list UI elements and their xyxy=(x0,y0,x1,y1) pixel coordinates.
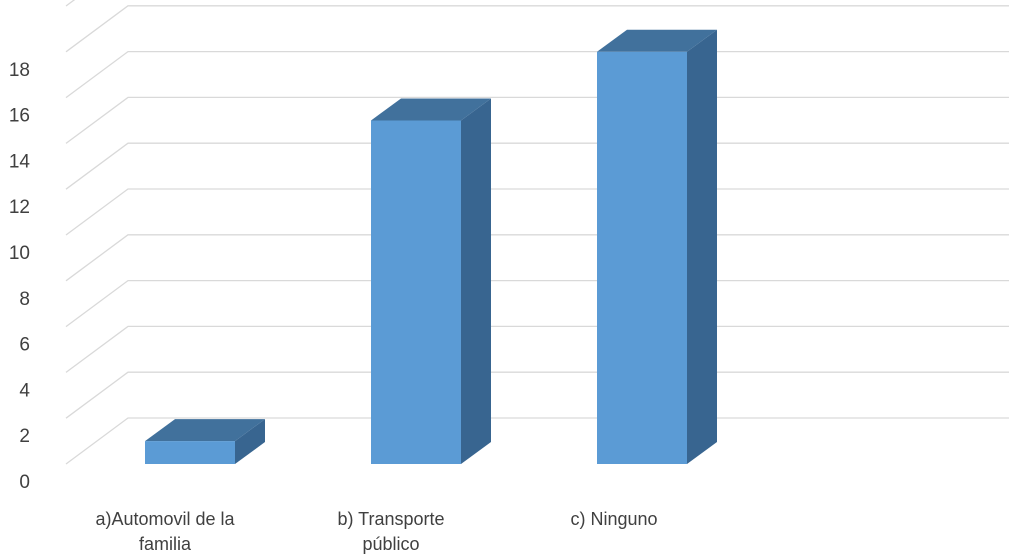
y-tick-label: 10 xyxy=(9,243,30,264)
gridline xyxy=(65,325,1009,373)
grid-layer xyxy=(65,0,1009,465)
y-tick-label: 8 xyxy=(19,289,30,310)
bar xyxy=(371,120,461,464)
bar xyxy=(145,441,235,464)
gridline xyxy=(65,279,1009,328)
y-tick-label: 0 xyxy=(19,472,30,493)
y-tick-label: 18 xyxy=(9,60,30,81)
gridline xyxy=(65,50,1009,99)
x-category-label: b) Transporte público xyxy=(337,509,444,554)
x-category-label: c) Ninguno xyxy=(570,509,657,529)
bar-top-face xyxy=(145,419,265,442)
bar-top-face xyxy=(371,98,491,121)
gridline xyxy=(65,0,76,7)
bar xyxy=(597,51,687,465)
gridline xyxy=(65,371,1009,419)
bar-side-face xyxy=(235,419,265,464)
bar-side-face xyxy=(687,29,717,465)
y-axis-tick-labels: 0 2 4 6 8 10 12 14 16 18 xyxy=(9,60,31,493)
gridline xyxy=(65,142,1009,190)
y-tick-label: 14 xyxy=(9,151,31,172)
bars xyxy=(145,29,717,465)
gridline xyxy=(65,234,1009,282)
bar-top-face xyxy=(597,29,717,52)
y-tick-label: 6 xyxy=(19,335,30,356)
y-tick-label: 16 xyxy=(9,106,30,127)
gridline xyxy=(65,5,1009,53)
y-tick-label: 4 xyxy=(19,380,30,401)
x-category-label: a)Automovil de la familia xyxy=(95,509,235,554)
x-axis-category-labels: a)Automovil de la familia b) Transporte púb… xyxy=(95,509,657,554)
bar-side-face xyxy=(461,98,491,464)
y-tick-label: 12 xyxy=(9,197,30,218)
gridline xyxy=(65,188,1009,236)
y-tick-label: 2 xyxy=(19,426,30,447)
gridline xyxy=(65,96,1009,144)
